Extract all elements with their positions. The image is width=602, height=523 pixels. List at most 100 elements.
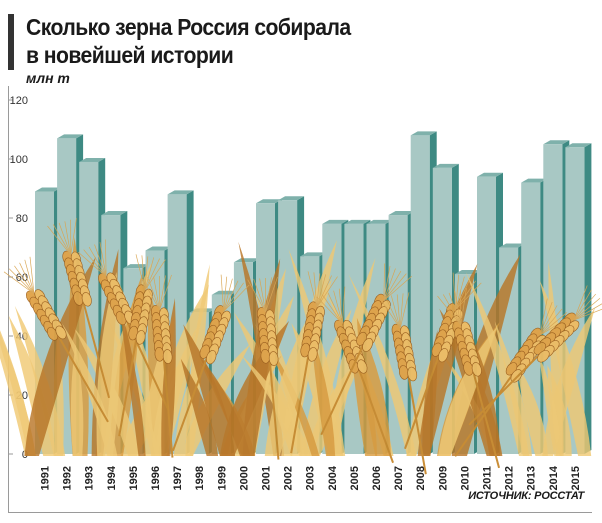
x-tick-label: 1995 [128,466,140,490]
bar-top-face [57,134,84,139]
wheat-awn [383,270,402,301]
wheat-stem [468,352,542,426]
wheat-awn [47,225,72,256]
bar-top-face [35,187,61,192]
wheat-awn [316,276,338,308]
wheat-kernel [55,325,67,340]
wheat-leaf [183,324,236,456]
wheat-kernel [537,350,550,363]
x-tick-label: 2001 [261,466,273,490]
wheat-awn [70,219,72,255]
x-tick-label: 2015 [570,466,582,490]
bar-top-face [388,211,415,216]
wheat-awn [399,293,404,329]
wheat-awn [220,274,224,312]
wheat-awn [24,259,35,294]
wheat-awn [342,286,346,324]
wheat-awn [94,244,107,277]
bar-top-face [344,219,371,224]
wheat-awn [448,292,462,326]
wheat-awn [338,288,343,324]
wheat-awn [322,294,343,324]
wheat-stem [56,333,109,423]
wheat-awn [88,246,107,277]
wheat-awn [265,277,266,313]
x-tick-label: 1997 [172,466,184,490]
wheat-awn [442,294,462,326]
wheat-awn [316,273,321,308]
wheat-awn [573,298,601,321]
bar-top-face [101,211,128,216]
y-axis-unit-label: млн т [26,70,70,86]
x-tick-label: 2007 [393,466,405,490]
wheat-kernel [81,292,92,307]
x-axis: 1991 1992 1993 1994 1995 1996 1997 1998 1999 2000… [40,465,582,490]
wheat-ear [379,292,427,475]
wheat-awn [247,279,266,313]
wheat-awn [253,278,266,313]
wheat-leaf [70,344,84,456]
wheat-kernel [471,362,482,377]
wheat-awn [396,294,401,329]
wheat-awn [379,297,401,329]
wheat-stem [162,355,174,458]
x-tick-label: 2005 [349,466,361,490]
wheat-awn [70,218,77,256]
source-note: ИСТОЧНИК: РОССТАТ [468,490,584,502]
wheat-ear [320,263,413,436]
wheat-stem [471,369,501,469]
wheat-stem [404,352,441,450]
x-tick-label: 2006 [371,466,383,490]
wheat-leaf [538,354,563,456]
x-tick-label: 1998 [194,466,206,490]
wheat-awn [144,259,166,291]
wheat-awn [259,278,266,313]
y-tick-label: 120 [10,95,28,107]
wheat-awn [539,305,558,336]
wheat-awn [29,256,35,294]
x-tick-label: 1994 [106,465,118,490]
chart-frame [8,86,592,513]
wheat-ear [118,254,166,437]
wheat-awn [573,302,602,321]
wheat-kernel [438,348,449,363]
wheat-awn [573,306,602,321]
wheat-stem [268,357,280,460]
wheat-awn [135,254,146,291]
wheat-awn [159,274,172,311]
wheat-stem [357,366,394,464]
wheat-awn [573,285,588,321]
bar-top-face [211,290,238,295]
wheat-awn [316,296,343,324]
bar-top-face [565,143,592,148]
wheat-awn [383,265,391,301]
bar-top-face [322,219,349,224]
wheat-awn [573,289,592,321]
wheat-awn [52,224,72,256]
x-tick-label: 2009 [437,466,449,490]
bar-top-face [300,252,327,257]
wheat-stem [172,354,209,452]
wheat-awn [539,301,553,336]
wheat-kernel [362,337,373,352]
wheat-awn [539,312,568,336]
x-tick-label: 2002 [283,466,295,490]
wheat-awn [153,276,160,311]
wheat-awn [58,222,72,256]
x-tick-label: 2004 [327,465,339,490]
y-tick-label: 80 [16,213,28,225]
wheat-leaf [516,363,548,456]
wheat-awn [77,251,107,277]
wheat-awn [223,280,239,312]
wheat-leaf [102,307,160,456]
wheat-awn [454,291,462,326]
wheat-awn [573,293,596,321]
wheat-awn [399,292,410,329]
x-tick-label: 1999 [216,466,228,490]
wheat-leaf [118,297,146,456]
bar-top-face [233,258,260,263]
bar-top-face [477,172,503,177]
wheat-awn [313,272,318,308]
wheat-awn [460,289,462,325]
